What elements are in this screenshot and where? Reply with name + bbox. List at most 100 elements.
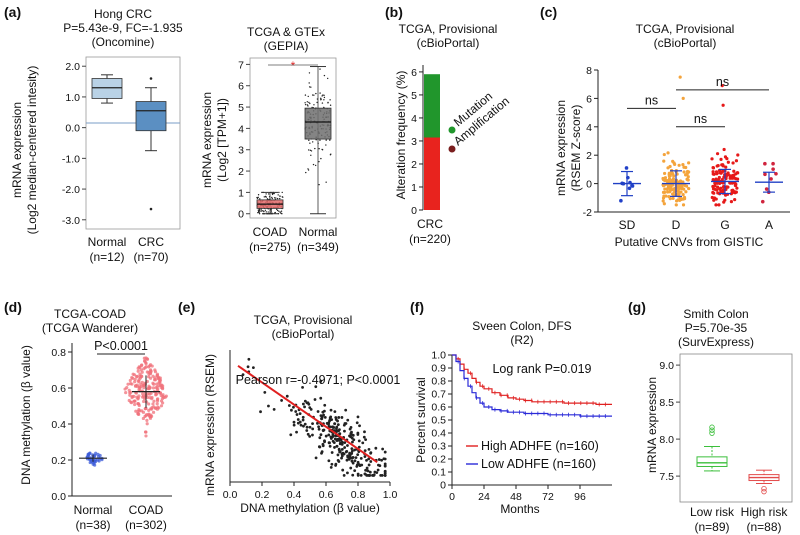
e-point [292, 423, 296, 427]
c-point-g [736, 153, 740, 157]
d-point-coad [140, 363, 144, 367]
c-point-sd [619, 198, 623, 203]
c-point-g [734, 159, 739, 163]
a2-jitter-point [308, 139, 310, 142]
d-point-coad [151, 410, 156, 414]
a2-jitter-point [260, 210, 263, 212]
g-plot-frame [679, 353, 793, 503]
e-point [272, 407, 276, 411]
e-point [337, 439, 341, 442]
c-point-d [671, 196, 675, 200]
c-point-g [713, 184, 717, 188]
a2-jitter-point [262, 210, 264, 212]
a2-ytick-label: 5 [238, 102, 244, 114]
e-point [335, 444, 339, 448]
e-ylabel: mRNA expression (RSEM) [203, 354, 217, 496]
a2-jitter-point [265, 211, 267, 213]
e-point [340, 454, 344, 458]
f-annotation: Log rank P=0.019 [492, 362, 591, 376]
d-pvalue: P<0.0001 [94, 339, 148, 353]
d-point-coad [142, 397, 147, 401]
e-point [321, 442, 325, 446]
e-point [301, 402, 305, 406]
chart-f: Sveen Colon, DFS (R2) Percent survival 0… [414, 319, 612, 516]
b-bar-segment-mutation [424, 74, 440, 138]
a2-jitter-point [258, 211, 260, 214]
c-point-g [723, 155, 728, 159]
c-point-d [671, 172, 675, 176]
e-point [330, 451, 334, 454]
a2-jitter-point [308, 86, 311, 88]
d-point-coad [127, 388, 131, 392]
e-point [348, 427, 352, 431]
a2-jitter-point [275, 197, 277, 199]
e-point [321, 428, 325, 432]
a2-jitter-point [279, 195, 281, 198]
panel-label-a: (a) [4, 4, 21, 20]
e-point [346, 471, 349, 475]
a2-jitter-point [320, 99, 322, 101]
e-point [329, 408, 333, 412]
a2-jitter-point [329, 104, 332, 106]
a2-jitter-point [276, 209, 279, 212]
e-point [349, 466, 353, 470]
b-xcat-n: (n=220) [409, 232, 451, 246]
e-point [319, 396, 323, 400]
c-point-d [681, 96, 685, 100]
e-point [351, 433, 355, 437]
c-point-d [667, 177, 672, 181]
d-point-coad [155, 402, 159, 406]
a2-jitter-point [263, 210, 265, 213]
a1-ytick-label: 1.0 [65, 92, 80, 104]
e-point [320, 450, 324, 454]
e-point [316, 421, 319, 425]
a2-jitter-point [258, 213, 261, 215]
g-title-1: Smith Colon [683, 307, 748, 321]
d-point-coad [137, 402, 141, 406]
c-ytick-label: 8 [586, 65, 592, 77]
c-point-g [732, 169, 736, 173]
e-point [340, 456, 343, 460]
e-point [319, 433, 323, 437]
c-point-sd [627, 186, 632, 191]
g-box [696, 456, 728, 467]
d-point-normal [98, 453, 102, 458]
d-point-coad [151, 402, 155, 406]
c-point-g [714, 203, 718, 207]
c-point-a [763, 172, 767, 177]
d-title-2: (TCGA Wanderer) [42, 321, 138, 335]
a2-jitter-point [310, 150, 313, 152]
d-point-coad [147, 402, 151, 406]
a2-jitter-point [305, 171, 307, 174]
g-title-3: (SurvExpress) [678, 335, 754, 349]
e-point [361, 441, 365, 445]
b-ytick-label: 0 [411, 205, 417, 217]
d-point-normal [88, 460, 92, 465]
a2-jitter-point [307, 95, 309, 98]
c-ytick-label: -2 [583, 207, 592, 219]
d-point-coad [155, 373, 160, 378]
d-point-coad [133, 380, 137, 384]
f-ytick-label: 0 [440, 480, 446, 492]
e-point [356, 453, 360, 457]
e-point [333, 422, 337, 426]
a1-plot-frame [85, 56, 181, 230]
e-point [356, 460, 360, 464]
e-point [308, 435, 312, 438]
e-point [302, 424, 305, 428]
g-outlier [761, 485, 767, 492]
a2-jitter-point [321, 102, 324, 104]
d-point-coad [159, 383, 163, 387]
f-ytick-label: 0.5 [431, 415, 446, 427]
a2-ytick-label: 3 [238, 145, 244, 157]
e-point [331, 439, 335, 443]
a2-jitter-point [265, 193, 267, 195]
c-point-g [724, 172, 729, 177]
a2-jitter-point [281, 191, 283, 194]
e-point [337, 416, 341, 419]
a2-jitter-point [309, 149, 312, 152]
e-point [353, 459, 357, 463]
e-point [363, 472, 367, 476]
c-point-d [681, 203, 686, 207]
d-point-coad [157, 377, 161, 381]
